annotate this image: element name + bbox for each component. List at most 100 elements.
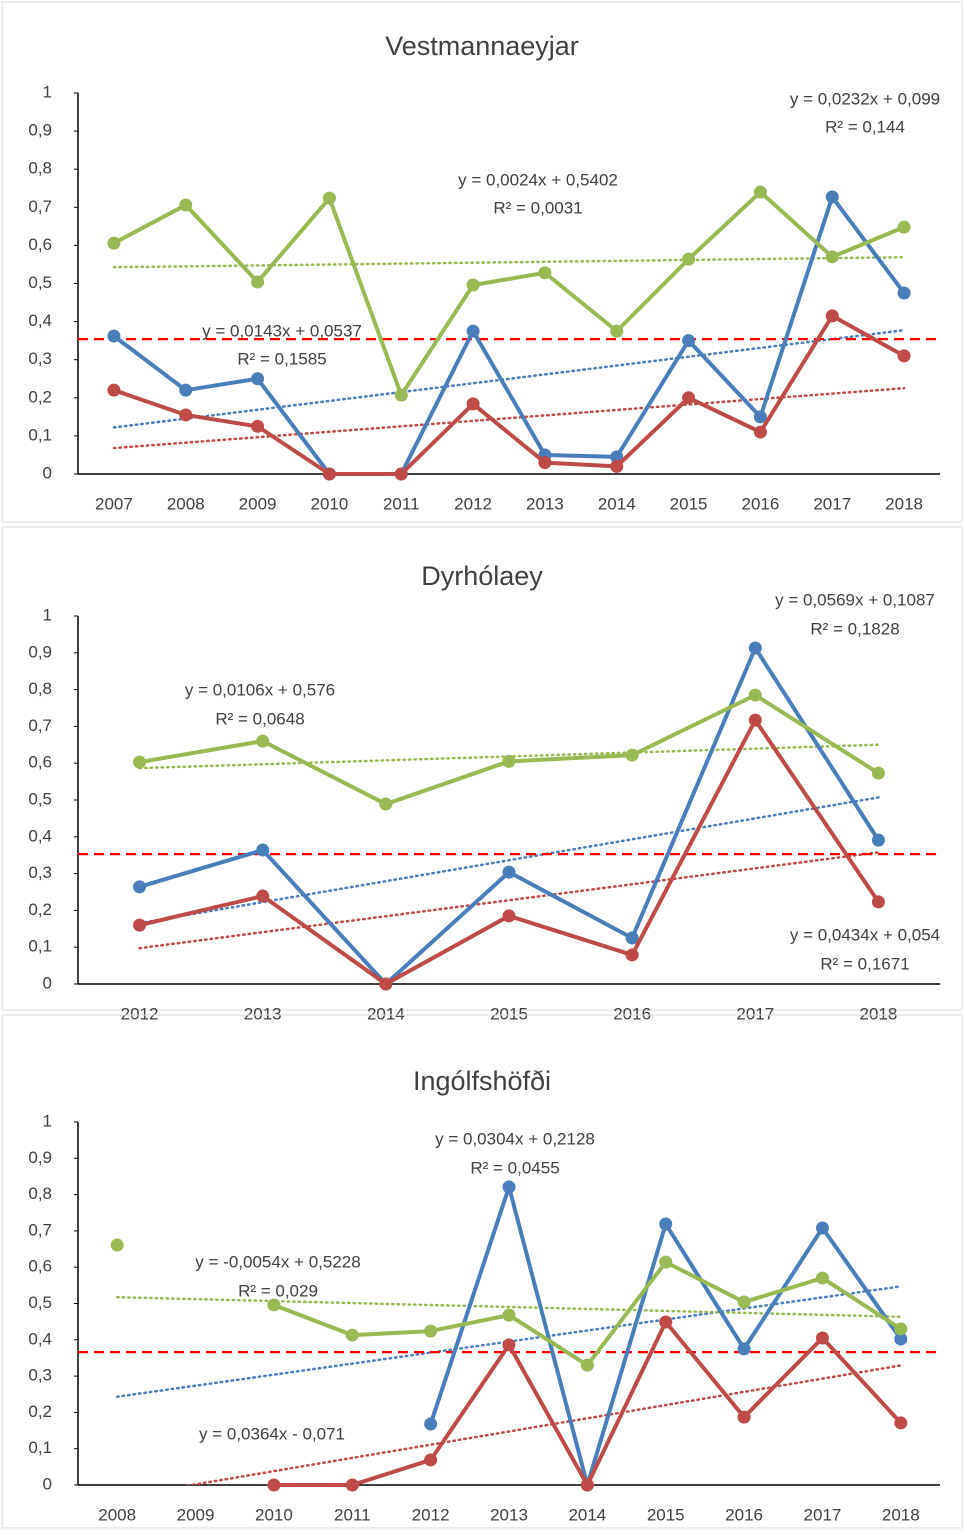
data-point: [871, 833, 885, 847]
data-point: [110, 1238, 124, 1252]
data-point: [580, 1358, 594, 1372]
trend-equation: y = 0,0143x + 0,0537: [202, 321, 362, 340]
y-tick-label: 0,6: [28, 235, 52, 254]
y-tick-label: 0,1: [28, 425, 52, 444]
chart-panel: Dyrhólaey 0 0,1 0,2 0,3 0,4 0,5 0,6 0,7 0,8 0,9 1 20…: [1, 526, 963, 1023]
trend-r2: R² = 0,1585: [237, 349, 326, 368]
data-point: [466, 278, 480, 292]
data-point: [133, 755, 147, 769]
x-tick-label: 2018: [882, 1505, 920, 1524]
data-point: [682, 334, 696, 348]
x-tick-label: 2012: [454, 494, 492, 513]
data-point: [748, 641, 762, 655]
y-tick-label: 0,3: [28, 1366, 52, 1385]
x-tick-label: 2018: [885, 494, 923, 513]
data-point: [379, 977, 393, 991]
x-tick-label: 2017: [813, 494, 851, 513]
trendline: [112, 328, 906, 429]
x-tick-label: 2013: [244, 1004, 282, 1023]
y-tick-label: 0,4: [28, 1329, 52, 1348]
x-tick-label: 2013: [490, 1505, 528, 1524]
data-point: [502, 1308, 516, 1322]
y-tick-label: 0,3: [28, 863, 52, 882]
x-tick-label: 2014: [367, 1004, 405, 1023]
data-point: [251, 372, 265, 386]
x-tick-label: 2010: [255, 1505, 293, 1524]
data-point: [625, 748, 639, 762]
data-point: [897, 286, 911, 300]
data-point: [871, 766, 885, 780]
x-tick-label: 2014: [598, 494, 636, 513]
data-point: [394, 467, 408, 481]
data-point: [610, 459, 624, 473]
data-point: [256, 889, 270, 903]
x-tick-label: 2015: [490, 1004, 528, 1023]
y-tick-label: 0,1: [28, 1438, 52, 1457]
data-point: [815, 1271, 829, 1285]
trend-r2: R² = 0,0648: [215, 709, 304, 728]
x-tick-label: 2016: [725, 1505, 763, 1524]
data-point: [625, 948, 639, 962]
y-tick-label: 0,6: [28, 753, 52, 772]
trend-r2: R² = 0,1828: [810, 619, 899, 638]
data-point: [871, 895, 885, 909]
trend-equation: y = 0,0569x + 0,1087: [775, 590, 935, 609]
trendline: [138, 851, 880, 950]
trend-r2: R² = 0,144: [825, 117, 905, 136]
x-tick-label: 2011: [383, 494, 420, 513]
x-tick-label: 2014: [568, 1505, 606, 1524]
data-point: [753, 410, 767, 424]
x-tick-label: 2015: [670, 494, 708, 513]
y-tick-label: 0: [43, 1474, 52, 1493]
data-point: [256, 843, 270, 857]
data-point: [179, 198, 193, 212]
data-point: [682, 252, 696, 266]
trendline: [112, 386, 906, 450]
data-point: [267, 1478, 281, 1492]
data-point: [466, 324, 480, 338]
x-tick-label: 2015: [647, 1505, 685, 1524]
trendline: [138, 796, 880, 925]
data-point: [659, 1315, 673, 1329]
data-point: [897, 349, 911, 363]
data-point: [424, 1324, 438, 1338]
data-point: [753, 425, 767, 439]
data-point: [322, 467, 336, 481]
data-point: [748, 713, 762, 727]
y-tick-label: 0,2: [28, 1402, 52, 1421]
y-tick-label: 0,9: [28, 121, 52, 140]
data-point: [894, 1332, 908, 1346]
data-point: [251, 275, 265, 289]
data-point: [502, 1180, 516, 1194]
data-point: [133, 880, 147, 894]
x-tick-label: 2009: [239, 494, 277, 513]
trend-equation: y = -0,0054x + 0,5228: [195, 1252, 360, 1271]
data-point: [538, 266, 552, 280]
data-point: [267, 1298, 281, 1312]
series-line: [112, 195, 906, 476]
y-tick-label: 0,8: [28, 159, 52, 178]
data-point: [107, 383, 121, 397]
y-tick-label: 0,1: [28, 937, 52, 956]
trendline: [115, 1295, 903, 1319]
chart-title: Vestmannaeyjar: [385, 31, 579, 61]
x-tick-label: 2013: [526, 494, 564, 513]
data-point: [897, 220, 911, 234]
data-point: [659, 1217, 673, 1231]
data-point: [538, 456, 552, 470]
chart-title: Dyrhólaey: [421, 561, 543, 591]
data-point: [825, 190, 839, 204]
y-tick-label: 0: [43, 973, 52, 992]
data-point: [379, 797, 393, 811]
y-tick-label: 0,3: [28, 349, 52, 368]
trend-equation: y = 0,0434x + 0,054: [790, 925, 940, 944]
panel-border: [1, 1, 963, 523]
x-tick-label: 2017: [736, 1004, 774, 1023]
y-tick-label: 0,4: [28, 826, 52, 845]
data-point: [753, 185, 767, 199]
data-point: [894, 1416, 908, 1430]
x-tick-label: 2016: [742, 494, 780, 513]
y-tick-label: 0,8: [28, 679, 52, 698]
y-tick-label: 0,7: [28, 1220, 52, 1239]
